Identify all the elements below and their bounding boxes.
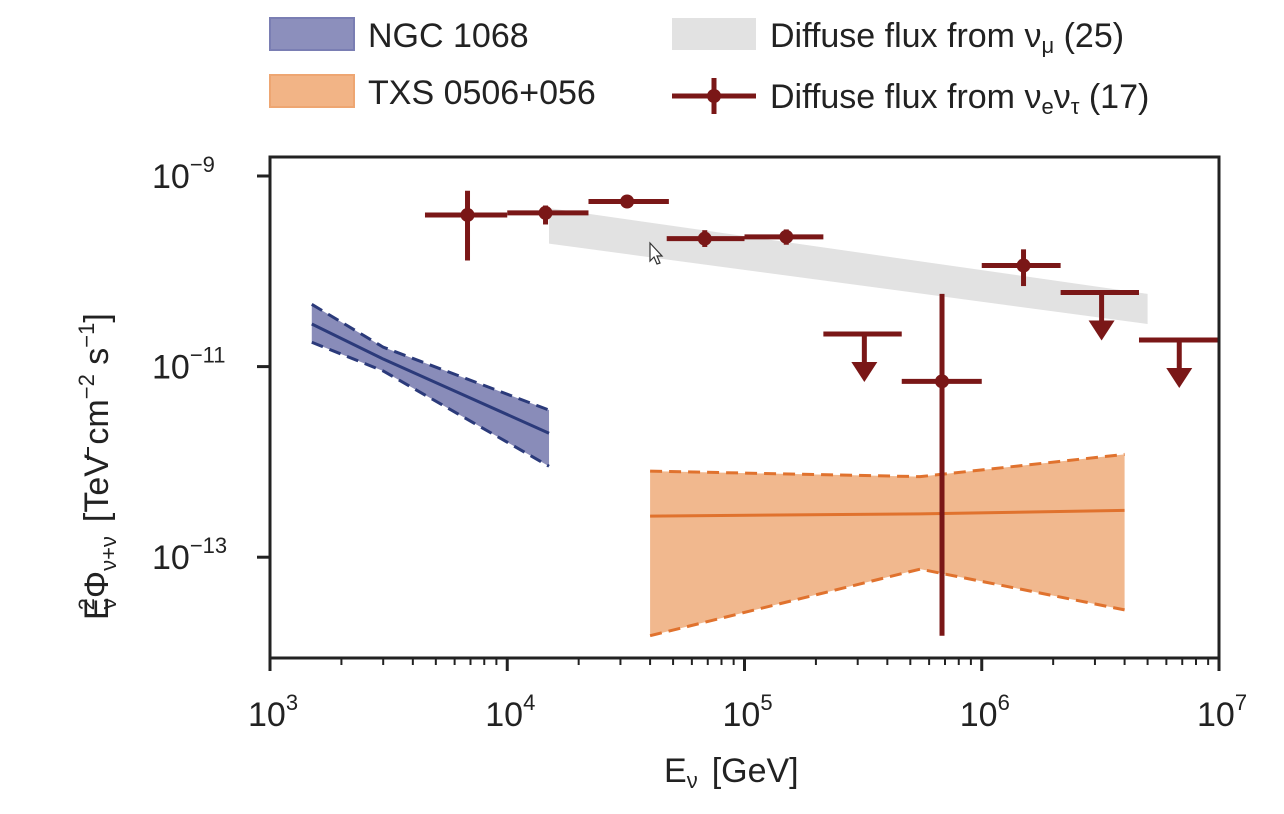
legend-label-numu: Diffuse flux from νμ (25) <box>770 17 1124 58</box>
y-tick-label: 10−9 <box>152 152 215 196</box>
nuenutau-marker <box>779 229 794 244</box>
ngc-band <box>311 304 550 467</box>
axes: 103 104 105 106 107 10−9 10−11 10−13 <box>152 152 1247 734</box>
y-tick-label: 10−13 <box>152 533 227 577</box>
txs-band <box>650 454 1125 636</box>
legend: NGC 1068 TXS 0506+056 Diffuse flux from … <box>269 17 1149 119</box>
nuenutau-point <box>981 249 1061 287</box>
nuenutau-point <box>666 230 745 247</box>
upper-limit-arrow-icon <box>1088 320 1115 341</box>
nuenutau-upper-limit <box>823 331 902 382</box>
nuenutau-marker <box>460 207 475 222</box>
legend-swatch-nuenutau <box>672 78 756 114</box>
legend-swatch-txs <box>269 74 355 108</box>
nuenutau-upper-limit <box>1060 289 1139 341</box>
y-tick-label: 10−11 <box>152 343 226 387</box>
nuenutau-marker <box>1016 258 1031 273</box>
plot-clip-group <box>311 190 1219 638</box>
legend-label-nuenutau: Diffuse flux from νeντ (17) <box>770 78 1149 119</box>
ngc-lower-edge <box>311 340 550 468</box>
x-tick-label: 103 <box>248 690 298 734</box>
x-tick-label: 105 <box>723 690 773 734</box>
nuenutau-point <box>507 205 589 225</box>
nuenutau-upper-limit <box>1138 337 1219 389</box>
legend-swatch-ngc <box>269 17 355 51</box>
ngc-central-line <box>311 322 550 435</box>
nuenutau-point <box>424 190 508 261</box>
legend-label-ngc: NGC 1068 <box>368 17 529 55</box>
txs-central-line <box>650 508 1125 518</box>
upper-limit-arrow-icon <box>851 361 878 382</box>
x-tick-label: 104 <box>485 690 535 734</box>
mouse-cursor-icon <box>649 241 664 265</box>
nuenutau-marker <box>935 374 950 389</box>
x-tick-label: 106 <box>960 690 1010 734</box>
ngc-upper-edge <box>311 303 550 412</box>
nuenutau-marker <box>620 194 635 209</box>
plot-area <box>311 190 1219 638</box>
nuenutau-point <box>588 194 669 209</box>
nuenutau-point <box>744 229 824 245</box>
nuenutau-point <box>901 293 982 636</box>
upper-limit-arrow-icon <box>1166 368 1193 389</box>
nuenutau-marker <box>697 231 712 246</box>
y-axis-label: Eν2Φν+ν[TeV cm−2 s−1] <box>74 313 121 620</box>
legend-label-txs: TXS 0506+056 <box>368 74 596 112</box>
x-axis-label: Eν [GeV] <box>664 752 799 793</box>
nuenutau-marker <box>538 205 553 220</box>
legend-swatch-numu <box>672 18 756 50</box>
txs-upper-edge <box>650 452 1125 479</box>
x-tick-label: 107 <box>1197 690 1247 734</box>
